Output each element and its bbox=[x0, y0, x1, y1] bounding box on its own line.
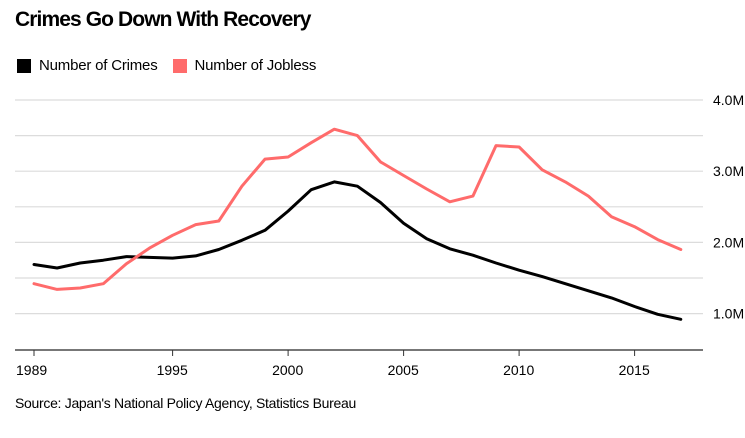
x-tick-label: 1995 bbox=[157, 362, 188, 378]
series-line-jobless bbox=[32, 127, 683, 291]
legend-item-crimes: Number of Crimes bbox=[17, 57, 158, 74]
legend-swatch-jobless bbox=[172, 58, 187, 73]
series-line-crimes bbox=[32, 180, 683, 321]
x-tick-label: 1989 bbox=[16, 362, 47, 378]
legend-label-crimes: Number of Crimes bbox=[39, 57, 158, 74]
chart-title: Crimes Go Down With Recovery bbox=[15, 8, 311, 31]
source-note: Source: Japan's National Policy Agency, … bbox=[15, 395, 356, 411]
legend-item-jobless: Number of Jobless bbox=[172, 57, 317, 74]
y-tick-label: 3.0M bbox=[713, 163, 744, 179]
y-axis-labels: 1.0M 2.0M 3.0M 4.0M bbox=[713, 92, 744, 322]
x-tick-label: 2015 bbox=[619, 362, 650, 378]
y-tick-label: 4.0M bbox=[713, 92, 744, 108]
legend: Number of Crimes Number of Jobless bbox=[17, 57, 331, 74]
x-tick-label: 2010 bbox=[503, 362, 534, 378]
x-tick-label: 2000 bbox=[272, 362, 303, 378]
y-tick-label: 1.0M bbox=[713, 306, 744, 322]
legend-swatch-crimes bbox=[17, 58, 31, 73]
x-axis: 1989 1995 2000 2005 2010 2015 bbox=[15, 349, 703, 378]
legend-label-jobless: Number of Jobless bbox=[194, 57, 317, 74]
y-tick-label: 2.0M bbox=[713, 234, 744, 250]
x-tick-label: 2005 bbox=[388, 362, 419, 378]
series-lines bbox=[32, 127, 683, 321]
